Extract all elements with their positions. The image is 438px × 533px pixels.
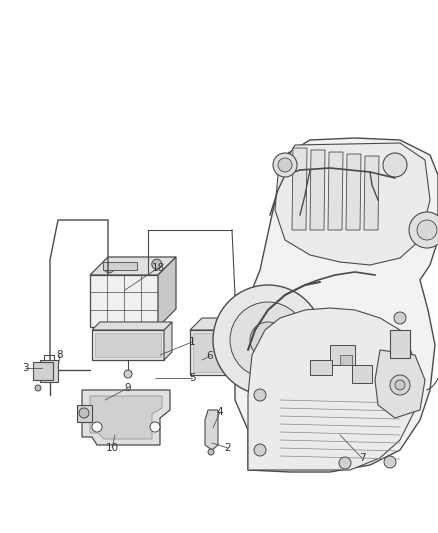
Text: 4: 4 — [217, 407, 223, 417]
Bar — [310, 360, 332, 375]
Circle shape — [278, 158, 292, 172]
Bar — [33, 362, 53, 380]
Polygon shape — [364, 156, 379, 230]
Text: 10: 10 — [106, 443, 119, 453]
Bar — [390, 330, 410, 358]
Polygon shape — [235, 138, 438, 472]
Bar — [193, 333, 247, 372]
Polygon shape — [190, 330, 250, 375]
Polygon shape — [248, 308, 418, 470]
Bar — [40, 360, 58, 382]
Text: 7: 7 — [359, 453, 365, 463]
Circle shape — [250, 322, 286, 358]
Circle shape — [339, 457, 351, 469]
Bar — [340, 355, 352, 365]
Circle shape — [213, 285, 323, 395]
Polygon shape — [90, 396, 162, 439]
Polygon shape — [250, 318, 262, 375]
Circle shape — [395, 380, 405, 390]
Circle shape — [230, 302, 306, 378]
Polygon shape — [164, 322, 172, 360]
Polygon shape — [92, 330, 164, 360]
Polygon shape — [292, 148, 307, 230]
Polygon shape — [328, 152, 343, 230]
Circle shape — [208, 449, 214, 455]
Circle shape — [92, 422, 102, 432]
Bar — [95, 333, 161, 357]
Circle shape — [273, 153, 297, 177]
Circle shape — [409, 212, 438, 248]
Circle shape — [384, 456, 396, 468]
Circle shape — [124, 370, 132, 378]
Circle shape — [35, 385, 41, 391]
Circle shape — [394, 312, 406, 324]
Circle shape — [254, 389, 266, 401]
Circle shape — [104, 263, 114, 273]
Text: 2: 2 — [225, 443, 231, 453]
Polygon shape — [77, 405, 92, 422]
Circle shape — [390, 375, 410, 395]
Bar — [103, 262, 138, 270]
Polygon shape — [310, 150, 325, 230]
Polygon shape — [90, 257, 176, 275]
Polygon shape — [275, 143, 430, 265]
Circle shape — [417, 220, 437, 240]
Text: 9: 9 — [125, 383, 131, 393]
Text: 8: 8 — [57, 350, 64, 360]
Bar — [352, 365, 372, 383]
Polygon shape — [205, 410, 218, 450]
Polygon shape — [190, 318, 262, 330]
Polygon shape — [375, 350, 425, 418]
Circle shape — [79, 408, 89, 418]
Polygon shape — [90, 275, 158, 327]
Text: 3: 3 — [22, 363, 28, 373]
Polygon shape — [158, 257, 176, 327]
Polygon shape — [82, 390, 170, 445]
Circle shape — [383, 153, 407, 177]
Polygon shape — [92, 322, 172, 330]
Text: 18: 18 — [152, 263, 165, 273]
Circle shape — [150, 422, 160, 432]
Text: 1: 1 — [189, 337, 195, 347]
Bar — [330, 345, 355, 365]
Circle shape — [254, 444, 266, 456]
Text: 5: 5 — [189, 373, 195, 383]
Circle shape — [152, 259, 162, 269]
Polygon shape — [346, 154, 361, 230]
Text: 6: 6 — [207, 351, 213, 361]
